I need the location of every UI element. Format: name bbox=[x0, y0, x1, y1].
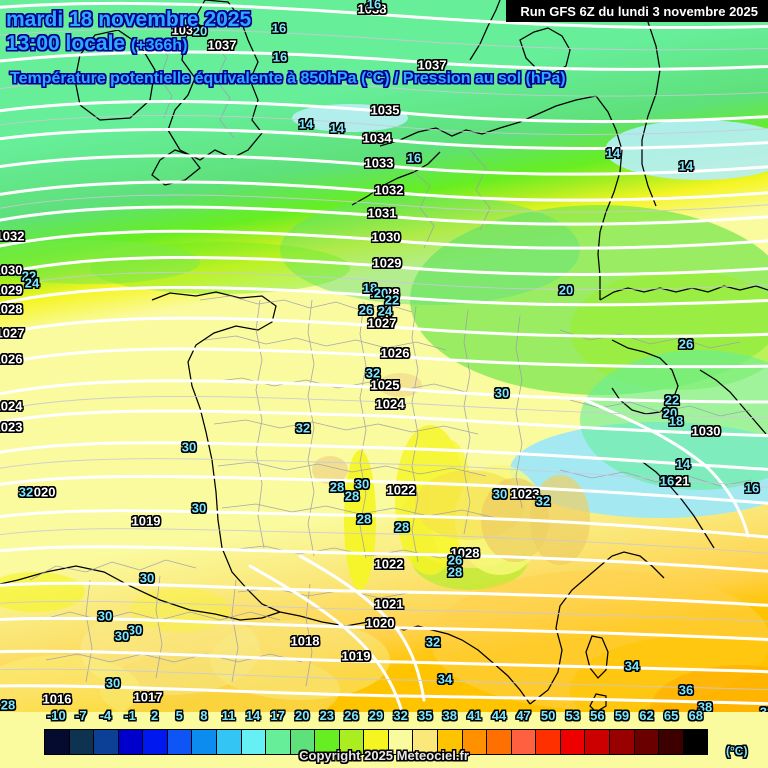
color-scale-tick: 14 bbox=[245, 708, 261, 723]
color-swatch bbox=[216, 730, 242, 754]
color-swatch bbox=[241, 730, 267, 754]
color-scale-tick: 47 bbox=[516, 708, 531, 723]
color-swatch bbox=[487, 730, 512, 754]
color-swatch bbox=[364, 730, 389, 754]
color-swatch bbox=[438, 730, 463, 754]
color-scale-tick: 68 bbox=[688, 708, 703, 723]
color-scale-tick: 59 bbox=[614, 708, 630, 723]
color-scale-tick: 23 bbox=[319, 708, 335, 723]
copyright-notice: Copyright 2025 Meteociel.fr bbox=[299, 748, 469, 763]
color-scale-tick: 2 bbox=[151, 708, 159, 723]
color-scale-tick: 32 bbox=[393, 708, 408, 723]
isobar-contours bbox=[0, 1, 768, 712]
color-swatch bbox=[45, 730, 70, 754]
color-scale-bar bbox=[44, 729, 708, 755]
parameter-title: Température potentielle équivalente à 85… bbox=[10, 70, 566, 87]
color-scale-ticks: -10 -7 -4 -1 2 5 8 11 14 17 20 23 26 29 32 35 38 41 44 47 50… bbox=[0, 704, 768, 728]
color-swatch bbox=[659, 730, 684, 754]
color-scale-tick: 38 bbox=[442, 708, 457, 723]
color-scale-tick: 53 bbox=[565, 708, 580, 723]
color-swatch bbox=[683, 730, 708, 754]
color-swatch bbox=[94, 730, 119, 754]
color-swatch bbox=[290, 730, 316, 754]
color-scale-tick: -10 bbox=[46, 708, 66, 723]
color-swatch bbox=[536, 730, 561, 754]
color-swatch bbox=[388, 730, 414, 754]
forecast-time: 13:00 locale (+366h) bbox=[6, 32, 187, 56]
forecast-time-value: 13:00 locale bbox=[6, 32, 126, 55]
color-swatch bbox=[69, 730, 95, 754]
color-scale-tick: -7 bbox=[75, 708, 87, 723]
color-scale-unit: (°C) bbox=[726, 744, 748, 758]
color-scale-tick: 62 bbox=[639, 708, 654, 723]
secondary-contours bbox=[0, 28, 768, 691]
color-scale-tick: 50 bbox=[540, 708, 556, 723]
color-swatch bbox=[266, 730, 291, 754]
forecast-date: mardi 18 novembre 2025 bbox=[6, 8, 252, 31]
color-swatch bbox=[634, 730, 660, 754]
color-swatch bbox=[413, 730, 438, 754]
color-scale-tick: 26 bbox=[344, 708, 359, 723]
forecast-lead-time: (+366h) bbox=[130, 37, 188, 54]
color-scale-tick: 35 bbox=[417, 708, 433, 723]
color-swatch bbox=[192, 730, 217, 754]
color-swatch bbox=[462, 730, 488, 754]
weather-map-canvas[interactable]: 1038 1037 1037 1036 1035 1034 1033 1032 1031 1030… bbox=[0, 0, 768, 712]
color-swatch bbox=[118, 730, 144, 754]
color-swatch bbox=[511, 730, 537, 754]
color-swatch bbox=[315, 730, 340, 754]
color-scale-legend: -10 -7 -4 -1 2 5 8 11 14 17 20 23 26 29 32 35 38 41 44 47 50… bbox=[0, 704, 768, 768]
map-field-svg bbox=[0, 0, 768, 712]
model-run-banner: Run GFS 6Z du lundi 3 novembre 2025 bbox=[506, 0, 768, 22]
color-swatch bbox=[339, 730, 365, 754]
color-scale-tick: 44 bbox=[491, 708, 507, 723]
color-scale-tick: -4 bbox=[99, 708, 112, 723]
color-swatch bbox=[560, 730, 586, 754]
color-scale-tick: 5 bbox=[175, 708, 183, 723]
color-swatch bbox=[143, 730, 168, 754]
color-scale-tick: 65 bbox=[663, 708, 679, 723]
color-scale-tick: 8 bbox=[200, 708, 208, 723]
color-swatch bbox=[585, 730, 610, 754]
color-scale-tick: 56 bbox=[590, 708, 605, 723]
color-scale-tick: 41 bbox=[467, 708, 482, 723]
color-scale-tick: 20 bbox=[294, 708, 310, 723]
color-swatch bbox=[609, 730, 635, 754]
color-scale-tick: 11 bbox=[221, 708, 236, 723]
color-scale-tick: 17 bbox=[270, 708, 285, 723]
color-swatch bbox=[167, 730, 193, 754]
color-scale-tick: 29 bbox=[368, 708, 384, 723]
color-scale-tick: -1 bbox=[124, 708, 136, 723]
